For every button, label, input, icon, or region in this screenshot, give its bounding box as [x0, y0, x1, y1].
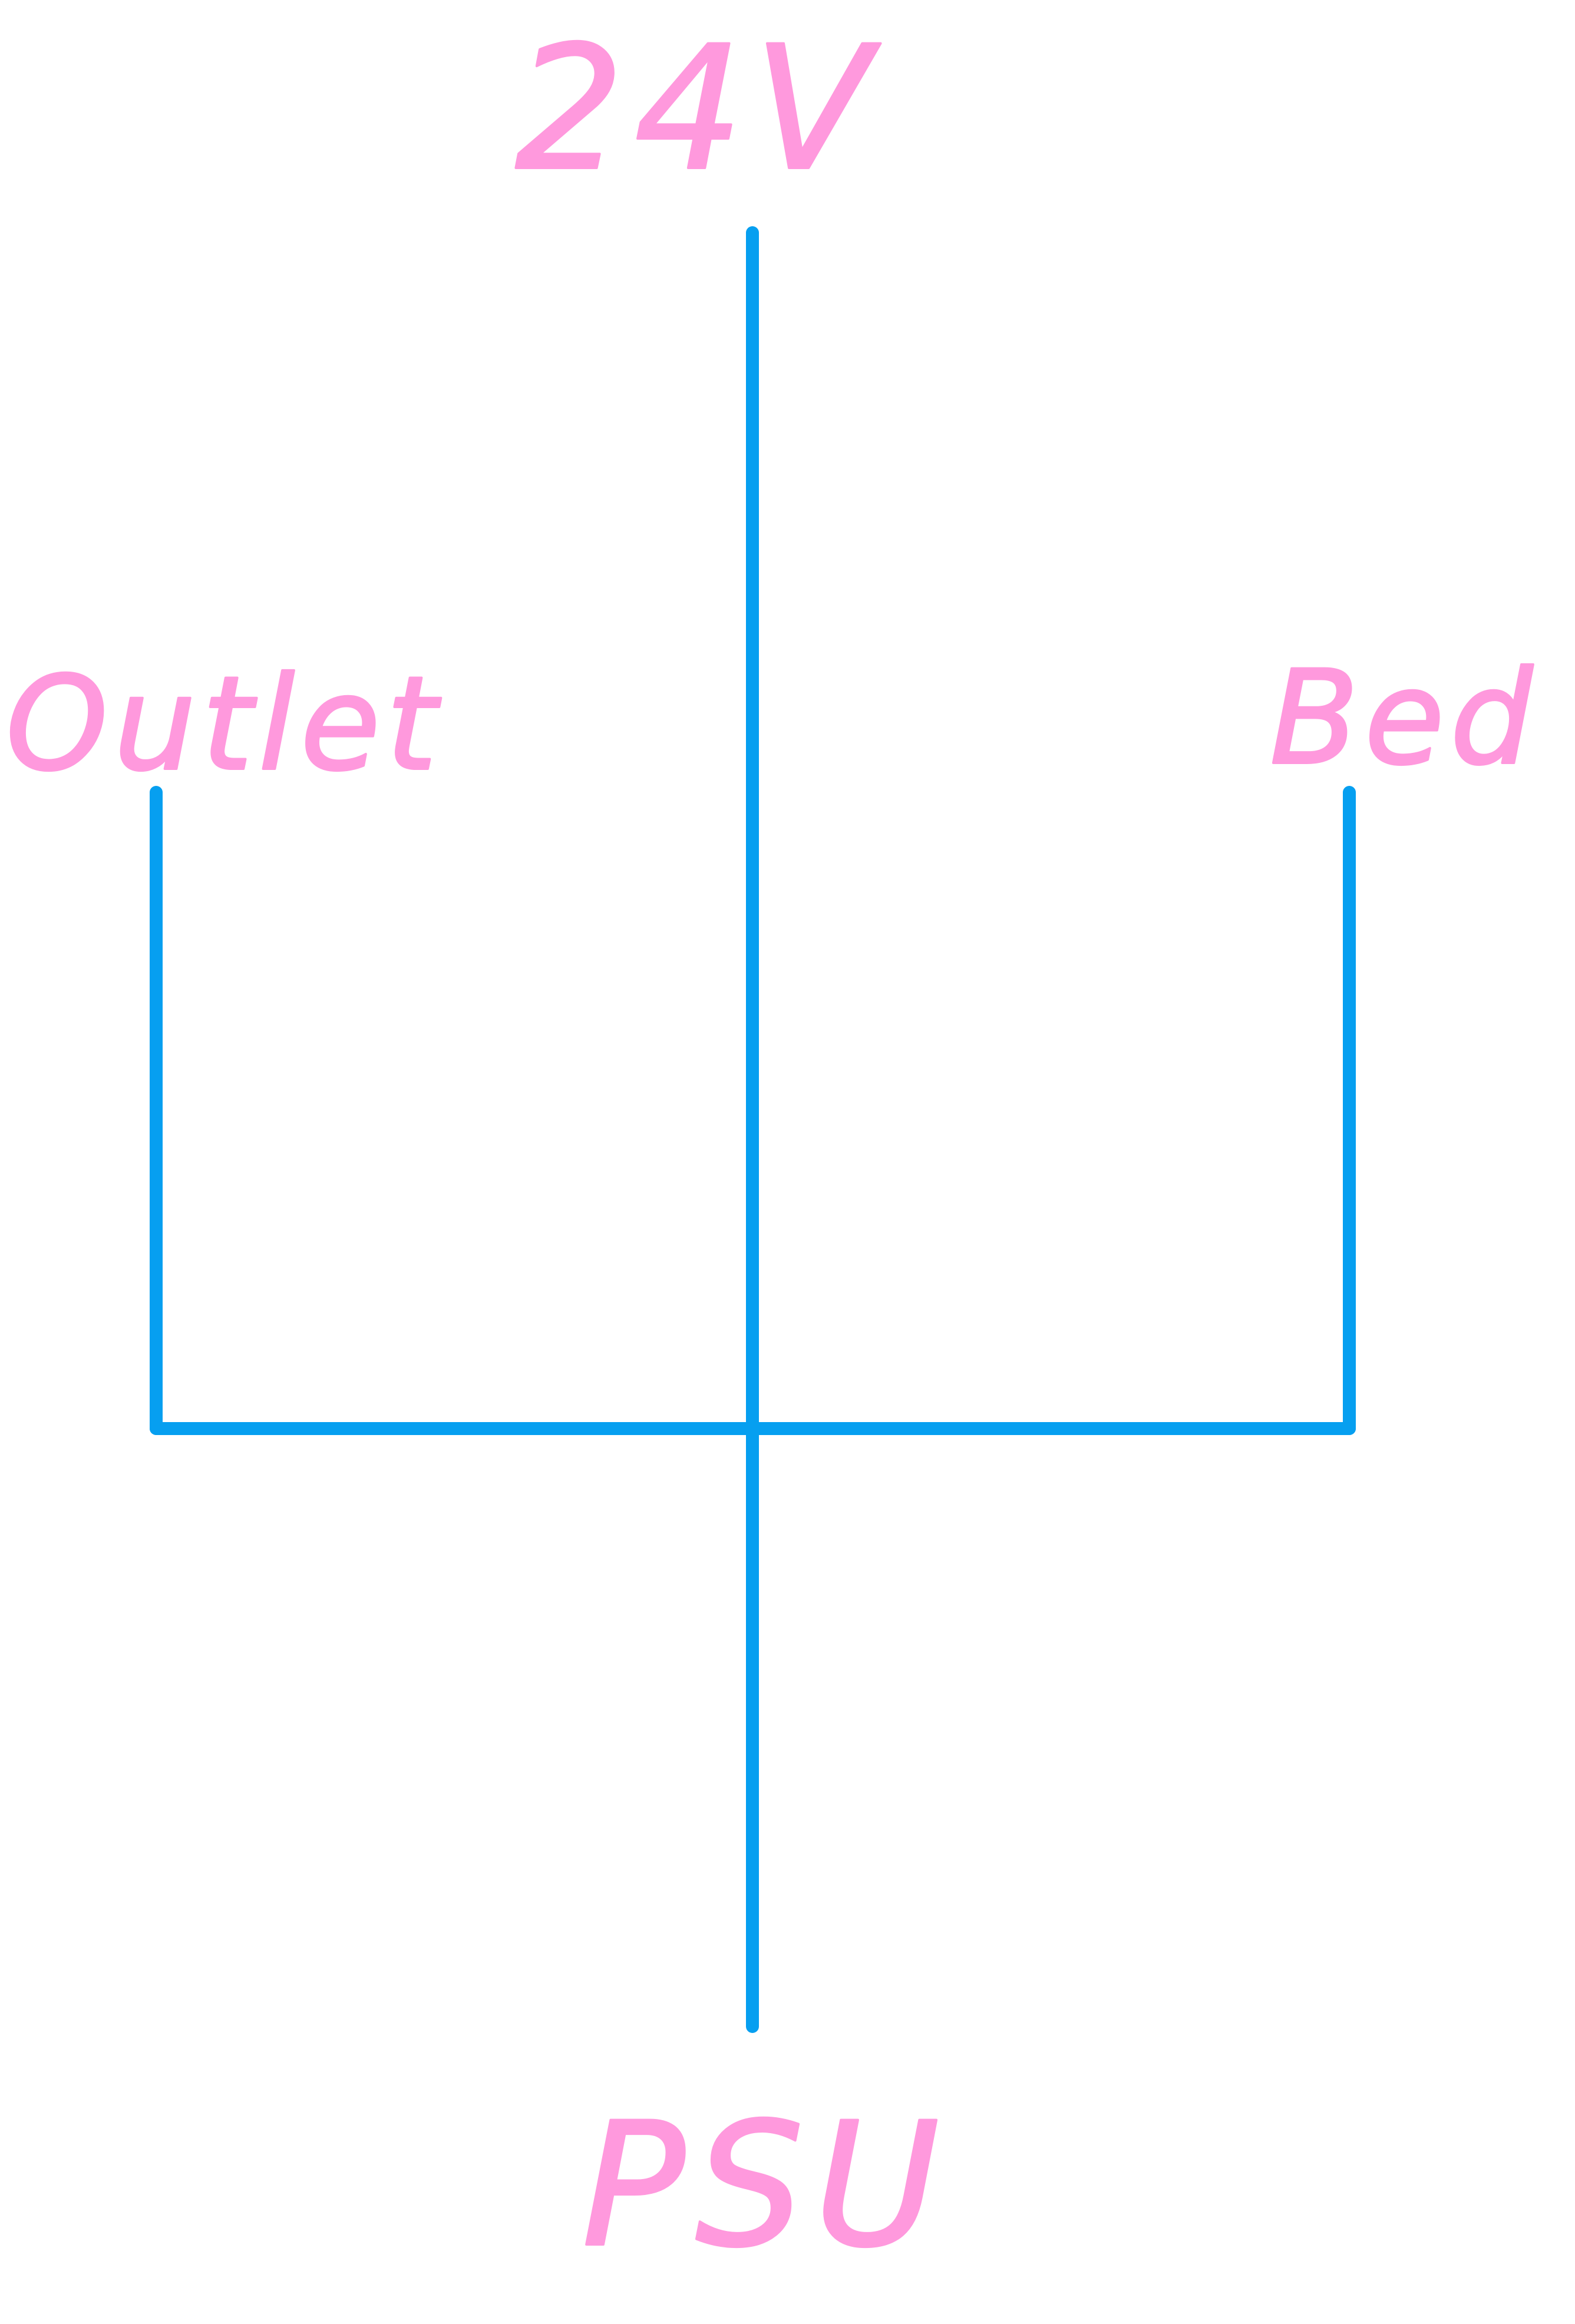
- label-24v: 24V: [515, 10, 882, 209]
- label-bed: Bed: [1270, 643, 1538, 794]
- label-outlet: Outlet: [6, 649, 443, 799]
- label-psu: PSU: [582, 2087, 950, 2285]
